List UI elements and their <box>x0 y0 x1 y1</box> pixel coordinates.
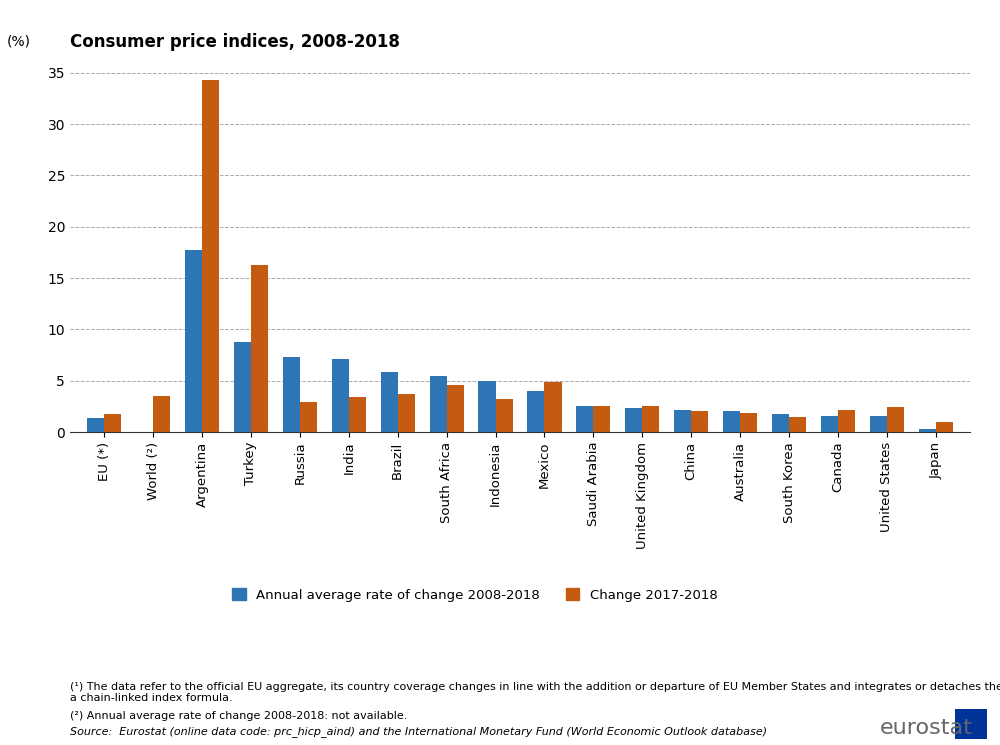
Bar <box>740 413 757 432</box>
Bar <box>936 422 953 432</box>
Bar <box>283 357 300 432</box>
Bar <box>251 264 268 432</box>
Bar <box>332 359 349 432</box>
Bar <box>870 416 887 432</box>
Text: Source:  Eurostat (online data code: prc_hicp_aind) and the International Moneta: Source: Eurostat (online data code: prc_… <box>70 726 767 738</box>
Bar <box>447 385 464 432</box>
Bar <box>789 416 806 432</box>
Bar <box>772 413 789 432</box>
Bar <box>642 407 659 432</box>
Text: (%): (%) <box>7 34 31 48</box>
Bar <box>887 408 904 432</box>
Bar <box>202 80 219 432</box>
Bar <box>185 250 202 432</box>
Bar <box>723 410 740 432</box>
Bar <box>919 429 936 432</box>
Text: Consumer price indices, 2008-2018: Consumer price indices, 2008-2018 <box>70 33 400 51</box>
Text: (²) Annual average rate of change 2008-2018: not available.: (²) Annual average rate of change 2008-2… <box>70 711 407 721</box>
Bar <box>398 394 415 432</box>
Bar <box>300 402 317 432</box>
Bar <box>593 407 610 432</box>
Bar <box>625 408 642 432</box>
Bar <box>674 410 691 432</box>
Text: (¹) The data refer to the official EU aggregate, its country coverage changes in: (¹) The data refer to the official EU ag… <box>70 682 1000 703</box>
Text: eurostat: eurostat <box>880 718 973 738</box>
Legend: Annual average rate of change 2008-2018, Change 2017-2018: Annual average rate of change 2008-2018,… <box>227 583 723 607</box>
Bar <box>496 399 513 432</box>
Bar <box>87 418 104 432</box>
Bar <box>234 342 251 432</box>
Bar <box>430 375 447 432</box>
Bar <box>821 416 838 432</box>
Bar <box>104 413 121 432</box>
Bar <box>527 391 544 432</box>
Bar <box>838 410 855 432</box>
Bar <box>544 381 562 432</box>
Bar <box>381 372 398 432</box>
Bar <box>576 407 593 432</box>
Bar <box>349 397 366 432</box>
Bar <box>153 396 170 432</box>
Bar <box>478 381 496 432</box>
Bar <box>691 410 708 432</box>
